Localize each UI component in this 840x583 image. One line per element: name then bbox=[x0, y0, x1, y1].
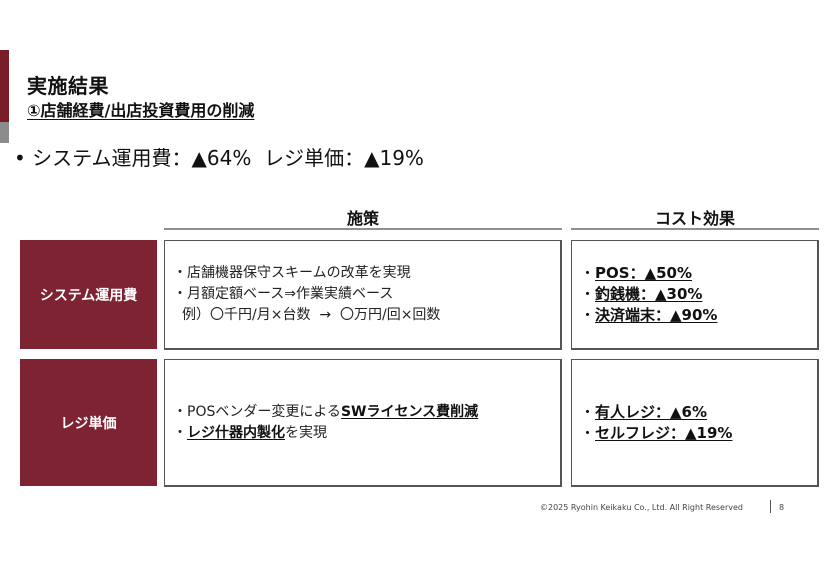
slide-title: 実施結果 bbox=[27, 74, 109, 98]
slide-subtitle: ①店舗経費/出店投資費用の削減 bbox=[27, 101, 255, 120]
measure-item: ・月額定額ベース⇒作業実績ベース bbox=[173, 286, 394, 302]
effect-item: ・有人レジ：▲6% bbox=[580, 402, 708, 421]
row-label-register-unit-price: レジ単価 bbox=[20, 359, 157, 486]
effect-item: ・決済端末：▲90% bbox=[580, 306, 718, 324]
row-label-text: レジ単価 bbox=[60, 415, 117, 432]
accent-bar-red bbox=[0, 50, 9, 122]
copyright-footer: ©2025 Ryohin Keikaku Co., Ltd. All Right… bbox=[540, 503, 743, 512]
row-label-system-cost: システム運用費 bbox=[20, 240, 157, 349]
row-label-text: システム運用費 bbox=[39, 287, 138, 304]
headline-summary: • システム運用費：▲64% レジ単価：▲19% bbox=[14, 146, 424, 170]
effect-cell-system-cost: ・POS：▲50% ・釣銭機：▲30% ・決済端末：▲90% bbox=[571, 240, 819, 350]
column-header-measures: 施策 bbox=[164, 205, 562, 230]
page-number: 8 bbox=[779, 503, 785, 512]
measures-cell-register-unit-price: ・POSベンダー変更によるSWライセンス費削減 ・レジ什器内製化を実現 bbox=[164, 359, 562, 487]
measure-item: ・店舗機器保守スキームの改革を実現 bbox=[173, 265, 411, 281]
accent-bar-gray bbox=[0, 122, 9, 143]
effect-cell-register-unit-price: ・有人レジ：▲6% ・セルフレジ：▲19% bbox=[571, 359, 819, 487]
column-header-cost-effect: コスト効果 bbox=[571, 205, 819, 230]
measure-item: ・POSベンダー変更によるSWライセンス費削減 bbox=[173, 403, 479, 420]
effect-item: ・セルフレジ：▲19% bbox=[580, 423, 733, 442]
measures-cell-system-cost: ・店舗機器保守スキームの改革を実現 ・月額定額ベース⇒作業実績ベース 例）〇千円… bbox=[164, 240, 562, 350]
footer-divider bbox=[770, 500, 771, 513]
effect-item: ・釣銭機：▲30% bbox=[580, 285, 703, 303]
measure-item: ・レジ什器内製化を実現 bbox=[173, 424, 327, 441]
measure-example: 例）〇千円/月×台数 → 〇万円/回×回数 bbox=[182, 307, 441, 323]
effect-item: ・POS：▲50% bbox=[580, 264, 693, 282]
